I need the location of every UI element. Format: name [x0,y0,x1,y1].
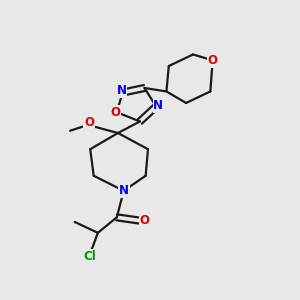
Text: N: N [153,100,164,112]
Text: Cl: Cl [84,250,97,263]
Text: O: O [140,214,149,227]
Text: O: O [84,116,94,129]
Text: O: O [208,54,218,67]
Text: N: N [119,184,129,197]
Text: O: O [110,106,120,119]
Text: N: N [116,84,126,97]
